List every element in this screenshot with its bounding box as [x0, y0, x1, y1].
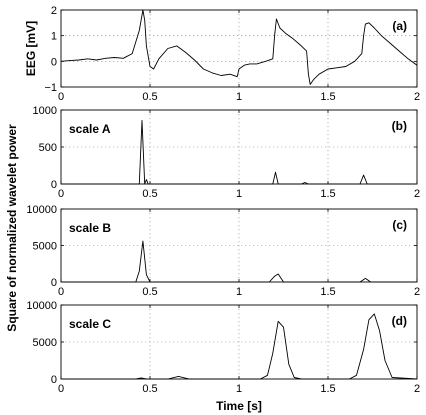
y-tick-label: 0 [51, 56, 57, 68]
x-tick-label: 0.5 [142, 383, 157, 395]
x-axis-label: Time [s] [216, 399, 262, 413]
x-tick-label: 0.5 [142, 91, 157, 103]
panel-label: (a) [392, 19, 407, 33]
x-tick-label: 1.5 [320, 383, 335, 395]
y-tick-label: 5000 [33, 241, 57, 253]
series-line [61, 119, 417, 185]
y-tick-label: 10000 [26, 204, 57, 216]
panel-label: (b) [392, 119, 407, 133]
series-line [61, 9, 417, 85]
x-tick-label: 1.5 [320, 188, 335, 200]
y-tick-label: −1 [44, 82, 57, 94]
x-tick-label: 1 [236, 188, 242, 200]
x-tick-label: 0.5 [142, 286, 157, 298]
scale-label: scale A [69, 122, 111, 136]
y-tick-label: 0 [51, 374, 57, 386]
y-tick-label: 2 [51, 5, 57, 17]
x-tick-label: 0 [58, 383, 64, 395]
y-tick-label: 500 [39, 142, 57, 154]
x-tick-label: 0.5 [142, 188, 157, 200]
y-tick-label: 1 [51, 31, 57, 43]
y-tick-label: 1000 [33, 105, 57, 117]
panel-label: (d) [392, 314, 407, 328]
x-tick-label: 1.5 [320, 91, 335, 103]
x-tick-label: 2 [414, 383, 420, 395]
panel-b: 0 0.5 1 1.5 2 0 500 1000 (b) scale A [33, 105, 421, 200]
x-tick-label: 2 [414, 188, 420, 200]
scale-label: scale B [69, 221, 111, 235]
x-tick-label: 2 [414, 286, 420, 298]
x-tick-label: 2 [414, 91, 420, 103]
x-tick-label: 0 [58, 91, 64, 103]
y-tick-label: 5000 [33, 337, 57, 349]
series-line [61, 240, 417, 283]
x-tick-label: 1 [236, 91, 242, 103]
y-axis-label: EEG [mV] [24, 21, 38, 76]
x-tick-label: 1.5 [320, 286, 335, 298]
x-tick-label: 1 [236, 286, 242, 298]
axes-frame [60, 9, 418, 88]
panel-c: 0 0.5 1 1.5 2 0 5000 10000 (c) scale B [26, 204, 420, 298]
x-tick-label: 0 [58, 286, 64, 298]
y-tick-label: 0 [51, 277, 57, 289]
panel-label: (c) [392, 218, 407, 232]
y-tick-label: 0 [51, 179, 57, 191]
scale-label: scale C [69, 317, 111, 331]
y-tick-label: 10000 [26, 300, 57, 312]
x-tick-label: 0 [58, 188, 64, 200]
x-tick-label: 1 [236, 383, 242, 395]
shared-y-axis-label: Square of normalized wavelet power [5, 124, 19, 332]
panel-d: 0 0.5 1 1.5 2 0 5000 10000 (d) scale C [26, 300, 420, 395]
